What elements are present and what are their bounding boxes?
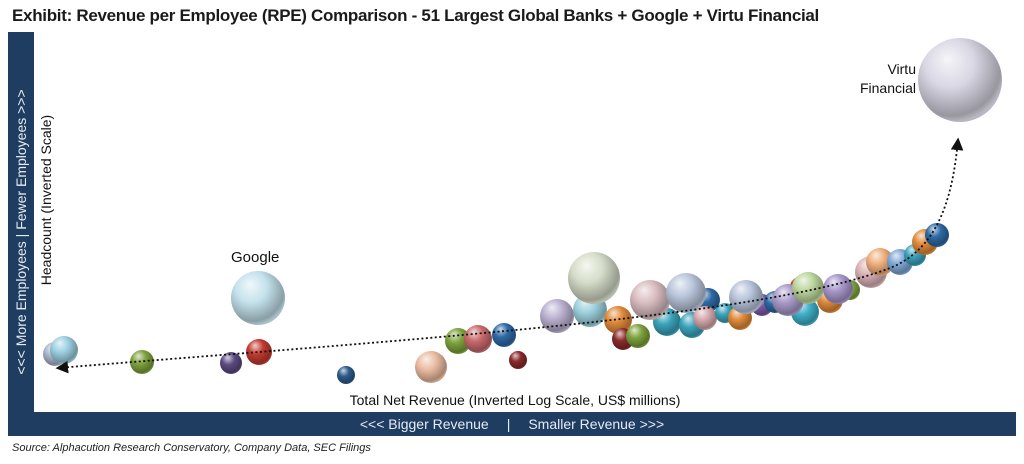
x-direction-right: Smaller Revenue >>> xyxy=(528,416,665,432)
bubble-bank xyxy=(50,336,78,364)
trend-line xyxy=(55,137,964,374)
bubble-bank xyxy=(130,350,154,374)
x-axis-label: Total Net Revenue (Inverted Log Scale, U… xyxy=(349,392,681,408)
x-direction-left: <<< Bigger Revenue xyxy=(359,416,489,432)
bubble-bank xyxy=(415,351,447,383)
x-direction-separator: | xyxy=(506,416,511,432)
bubble-bank xyxy=(509,351,527,369)
chart-title: Exhibit: Revenue per Employee (RPE) Comp… xyxy=(12,6,819,25)
x-direction-bar: <<< Bigger Revenue | Smaller Revenue >>> xyxy=(8,412,1016,436)
bubble-bank xyxy=(823,274,853,304)
bubble-bank xyxy=(246,339,272,365)
source-note: Source: Alphacution Research Conservator… xyxy=(12,442,371,454)
bubble-bank xyxy=(492,323,516,347)
annotation-virtu-line1: Virtu xyxy=(887,61,916,77)
annotation-virtu: Virtu Financial xyxy=(860,60,916,98)
annotation-google: Google xyxy=(231,249,280,266)
bubble-virtu-financial xyxy=(918,38,1002,122)
y-direction-bar xyxy=(8,32,34,436)
bubble-bank xyxy=(666,273,706,313)
bubble-bank xyxy=(568,252,620,304)
bubble-bank xyxy=(626,324,650,348)
bubble-bank xyxy=(337,366,355,384)
annotation-virtu-line2: Financial xyxy=(859,80,916,96)
bubble-google xyxy=(231,271,285,325)
bubble-bank xyxy=(540,299,574,333)
bubble-bank xyxy=(925,223,949,247)
bubble-bank xyxy=(464,325,492,353)
bubble-bank xyxy=(220,352,242,374)
bubble-bank xyxy=(729,280,763,314)
